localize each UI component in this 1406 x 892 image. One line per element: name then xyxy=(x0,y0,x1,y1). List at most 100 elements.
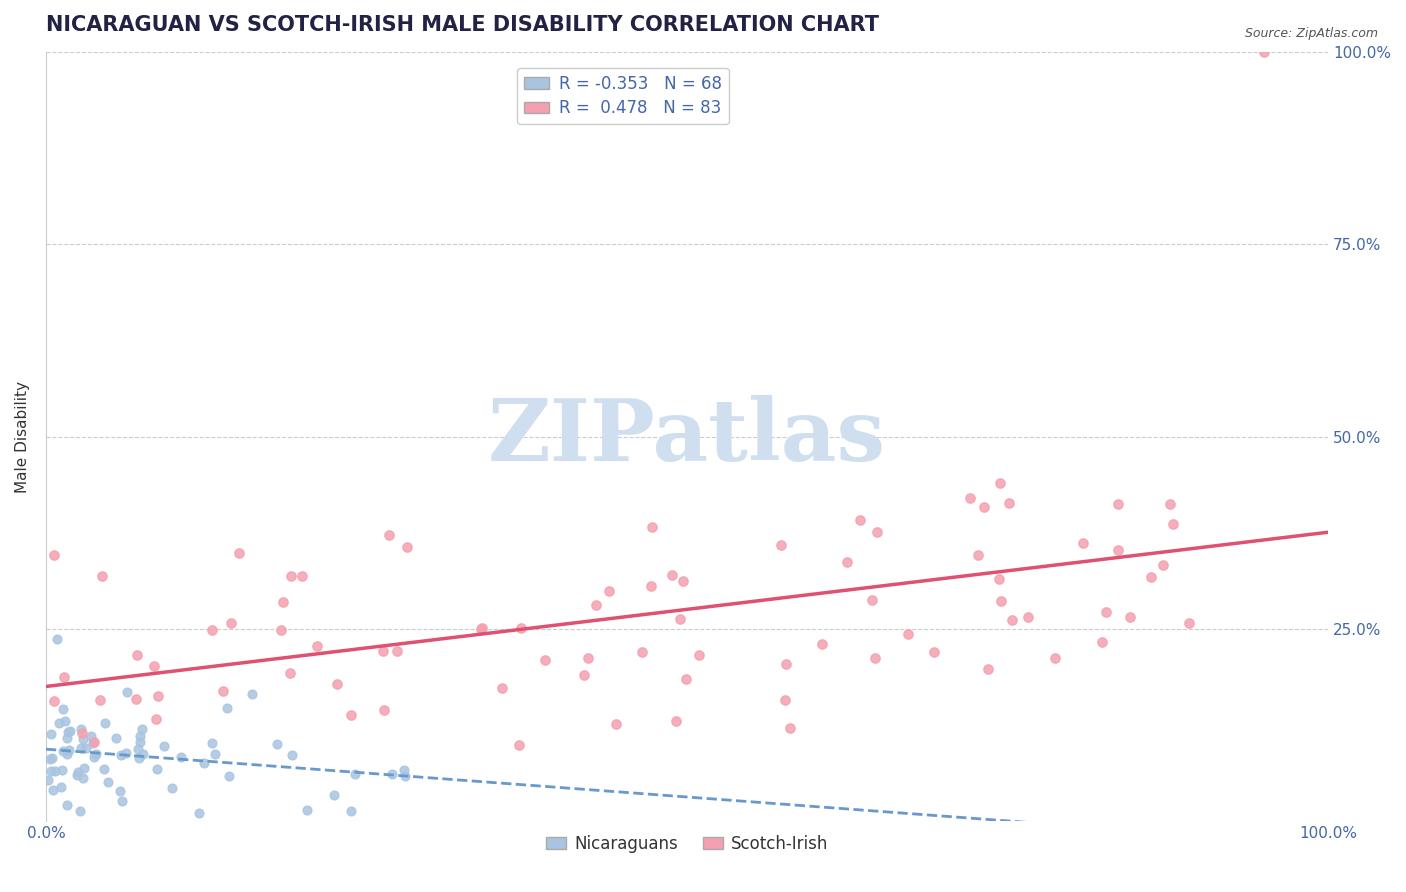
Point xyxy=(59,724,82,739)
Legend: R = -0.353   N = 68, R =  0.478   N = 83: R = -0.353 N = 68, R = 0.478 N = 83 xyxy=(517,68,728,124)
Text: NICARAGUAN VS SCOTCH-IRISH MALE DISABILITY CORRELATION CHART: NICARAGUAN VS SCOTCH-IRISH MALE DISABILI… xyxy=(46,15,879,35)
Point xyxy=(218,769,240,783)
Point xyxy=(53,670,76,684)
Point xyxy=(1253,45,1275,59)
Point xyxy=(773,693,796,707)
Point xyxy=(775,657,797,672)
Point xyxy=(201,623,224,637)
Point xyxy=(470,622,492,636)
Point xyxy=(1107,543,1129,558)
Point xyxy=(55,731,77,745)
Point xyxy=(863,650,886,665)
Point xyxy=(44,764,66,778)
Point xyxy=(849,512,872,526)
Point xyxy=(1159,497,1181,511)
Point xyxy=(1045,651,1067,665)
Point xyxy=(385,644,408,658)
Point xyxy=(228,546,250,560)
Y-axis label: Male Disability: Male Disability xyxy=(15,381,30,492)
Point xyxy=(72,731,94,746)
Text: ZIPatlas: ZIPatlas xyxy=(488,394,886,479)
Point xyxy=(73,760,96,774)
Point xyxy=(810,637,832,651)
Point xyxy=(72,726,94,740)
Point xyxy=(162,781,184,796)
Point xyxy=(51,763,73,777)
Point xyxy=(572,668,595,682)
Point xyxy=(80,729,103,743)
Point xyxy=(39,726,62,740)
Point xyxy=(1152,558,1174,573)
Point xyxy=(188,805,211,820)
Point xyxy=(70,741,93,756)
Point xyxy=(280,569,302,583)
Point xyxy=(1094,606,1116,620)
Point xyxy=(307,639,329,653)
Point xyxy=(131,722,153,736)
Point xyxy=(491,681,513,695)
Point xyxy=(998,496,1021,510)
Point xyxy=(987,572,1010,586)
Point xyxy=(1107,497,1129,511)
Point xyxy=(271,595,294,609)
Point xyxy=(42,548,65,562)
Point xyxy=(170,749,193,764)
Point xyxy=(38,752,60,766)
Point xyxy=(127,648,149,662)
Point xyxy=(70,722,93,736)
Point xyxy=(630,645,652,659)
Point xyxy=(66,768,89,782)
Point xyxy=(598,584,620,599)
Point xyxy=(967,548,990,562)
Point xyxy=(990,594,1012,608)
Point xyxy=(83,750,105,764)
Point xyxy=(94,716,117,731)
Point xyxy=(640,579,662,593)
Point xyxy=(508,738,530,752)
Point xyxy=(339,707,361,722)
Point xyxy=(266,737,288,751)
Point xyxy=(1071,535,1094,549)
Point xyxy=(145,712,167,726)
Point xyxy=(297,803,319,817)
Point xyxy=(534,653,557,667)
Point xyxy=(39,764,62,778)
Point xyxy=(110,748,132,763)
Point xyxy=(97,774,120,789)
Text: Source: ZipAtlas.com: Source: ZipAtlas.com xyxy=(1244,27,1378,40)
Point xyxy=(373,702,395,716)
Point xyxy=(204,747,226,761)
Point xyxy=(52,702,75,716)
Point xyxy=(124,692,146,706)
Point xyxy=(688,648,710,662)
Point xyxy=(75,740,97,755)
Point xyxy=(576,651,599,665)
Point xyxy=(58,725,80,739)
Point xyxy=(395,540,418,554)
Point xyxy=(665,714,688,728)
Point xyxy=(128,751,150,765)
Point xyxy=(322,789,344,803)
Point xyxy=(128,729,150,743)
Point xyxy=(86,747,108,761)
Point xyxy=(48,716,70,731)
Point xyxy=(219,615,242,630)
Point xyxy=(326,677,349,691)
Point xyxy=(91,568,114,582)
Point xyxy=(585,599,607,613)
Point xyxy=(988,475,1011,490)
Point xyxy=(115,684,138,698)
Point xyxy=(193,756,215,770)
Point xyxy=(41,750,63,764)
Point xyxy=(1119,609,1142,624)
Point xyxy=(146,762,169,776)
Point xyxy=(340,804,363,818)
Point xyxy=(973,500,995,514)
Point xyxy=(281,748,304,763)
Point xyxy=(959,491,981,505)
Point xyxy=(42,694,65,708)
Point xyxy=(127,742,149,756)
Point xyxy=(132,747,155,761)
Point xyxy=(343,767,366,781)
Point xyxy=(93,762,115,776)
